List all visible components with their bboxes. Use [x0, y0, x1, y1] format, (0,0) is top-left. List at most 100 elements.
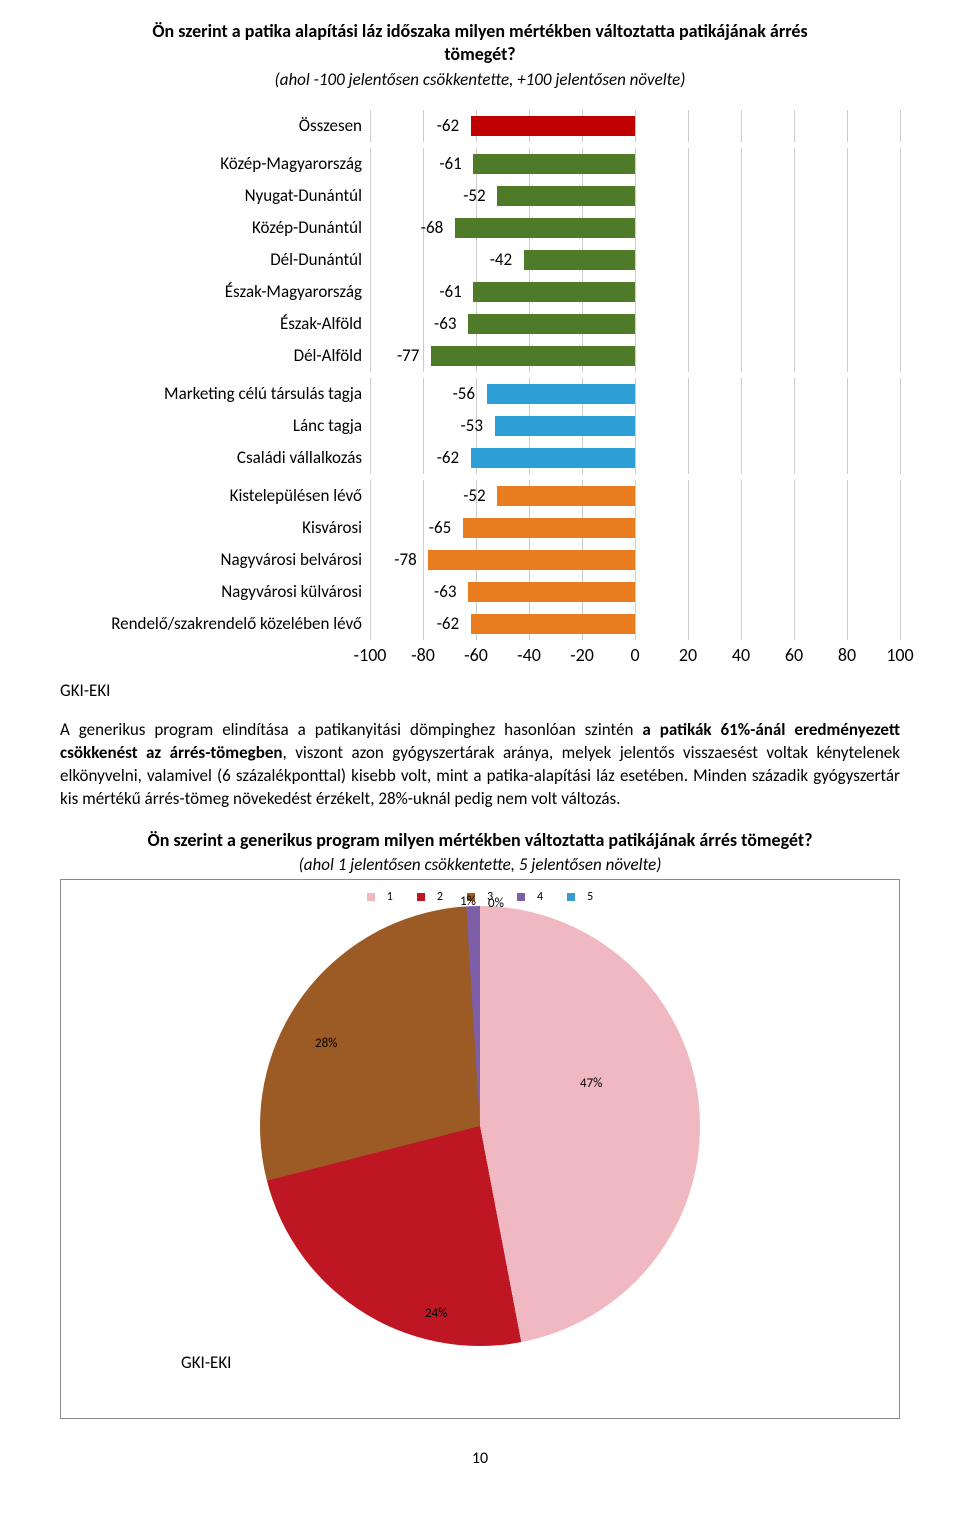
axis-tick: 60	[785, 644, 803, 666]
bar	[471, 448, 635, 468]
pie-slice-label: 24%	[425, 1306, 447, 1321]
bar-label: Nagyvárosi belvárosi	[60, 549, 370, 570]
legend-item: 1	[361, 890, 399, 904]
pie-slice-label: 0%	[488, 896, 504, 911]
source-label-2: GKI-EKI	[181, 1352, 879, 1373]
legend-item: 5	[561, 890, 599, 904]
bar-area: -63	[370, 308, 900, 340]
bar-area: -53	[370, 410, 900, 442]
bar-area: -62	[370, 110, 900, 142]
bar-area: -61	[370, 148, 900, 180]
bar-row: Kistelepülésen lévő -52	[60, 480, 900, 512]
pie-chart-container: 12345 1%0%47%24%28% GKI-EKI	[60, 879, 900, 1419]
bar-value: -53	[461, 415, 483, 436]
bar-value: -52	[463, 185, 485, 206]
bar-label: Közép-Dunántúl	[60, 217, 370, 238]
bar-value: -61	[439, 281, 461, 302]
chart1-subtitle: (ahol -100 jelentősen csökkentette, +100…	[60, 69, 900, 90]
bar-row: Közép-Dunántúl -68	[60, 212, 900, 244]
bar-row: Nagyvárosi külvárosi -63	[60, 576, 900, 608]
bar-value: -68	[421, 217, 443, 238]
legend-label: 4	[537, 890, 543, 904]
bar-value: -78	[394, 549, 416, 570]
bar-area: -77	[370, 340, 900, 372]
bar	[468, 314, 635, 334]
axis-tick: 100	[886, 644, 913, 666]
legend-swatch	[367, 893, 375, 901]
bar-area: -62	[370, 608, 900, 640]
pie-slice-label: 1%	[460, 894, 476, 909]
bar-row: Összesen-62	[60, 110, 900, 142]
bar	[455, 218, 635, 238]
bar-row: Dél-Dunántúl -42	[60, 244, 900, 276]
legend-label: 1	[387, 890, 393, 904]
bar-area: -52	[370, 480, 900, 512]
bar	[471, 116, 635, 136]
bar-label: Rendelő/szakrendelő közelében lévő	[60, 613, 370, 634]
bar-label: Kisvárosi	[60, 517, 370, 538]
bar	[428, 550, 635, 570]
bar-row: Nagyvárosi belvárosi -78	[60, 544, 900, 576]
axis-tick: 80	[838, 644, 856, 666]
legend-swatch	[417, 893, 425, 901]
bar-area: -56	[370, 378, 900, 410]
bar-label: Lánc tagja	[60, 415, 370, 436]
page-number: 10	[60, 1449, 900, 1468]
bar-value: -61	[439, 153, 461, 174]
bar-label: Dél-Dunántúl	[60, 249, 370, 270]
bar-label: Összesen	[60, 115, 370, 136]
bar	[524, 250, 635, 270]
axis-tick: -40	[517, 644, 541, 666]
bar-area: -52	[370, 180, 900, 212]
bar-value: -65	[429, 517, 451, 538]
bar-area: -68	[370, 212, 900, 244]
bar-row: Családi vállalkozás-62	[60, 442, 900, 474]
pie-chart: 1%0%47%24%28%	[260, 906, 700, 1346]
bar-label: Kistelepülésen lévő	[60, 485, 370, 506]
bar-row: Rendelő/szakrendelő közelében lévő -62	[60, 608, 900, 640]
bar-chart: Összesen-62Közép-Magyarország-61Nyugat-D…	[60, 110, 900, 670]
axis-tick: 40	[732, 644, 750, 666]
source-label-1: GKI-EKI	[60, 680, 900, 701]
legend-label: 2	[437, 890, 443, 904]
bar-label: Családi vállalkozás	[60, 447, 370, 468]
pie-slice-label: 47%	[580, 1076, 602, 1091]
bar	[473, 282, 635, 302]
bar	[497, 186, 635, 206]
bar-row: Lánc tagja -53	[60, 410, 900, 442]
legend-label: 5	[587, 890, 593, 904]
bar	[497, 486, 635, 506]
bar-label: Észak-Alföld	[60, 313, 370, 334]
bar-area: -63	[370, 576, 900, 608]
legend-item: 4	[511, 890, 549, 904]
bar	[431, 346, 635, 366]
axis-tick: -20	[570, 644, 594, 666]
bar-row: Észak-Alföld -63	[60, 308, 900, 340]
axis-tick: -60	[464, 644, 488, 666]
bar-value: -42	[490, 249, 512, 270]
bar-area: -78	[370, 544, 900, 576]
bar-label: Marketing célú társulás tagja	[60, 383, 370, 404]
body-paragraph: A generikus program elindítása a patikan…	[60, 719, 900, 811]
x-axis: -100-80-60-40-20020406080100	[60, 644, 900, 670]
bar-label: Nyugat-Dunántúl	[60, 185, 370, 206]
bar-value: -63	[434, 581, 456, 602]
bar-value: -52	[463, 485, 485, 506]
chart1-title: Ön szerint a patika alapítási láz idősza…	[60, 20, 900, 67]
bar-row: Közép-Magyarország-61	[60, 148, 900, 180]
bar-row: Dél-Alföld-77	[60, 340, 900, 372]
axis-tick: -80	[411, 644, 435, 666]
bar-value: -62	[437, 613, 459, 634]
chart2-title: Ön szerint a generikus program milyen mé…	[60, 829, 900, 852]
bar-value: -63	[434, 313, 456, 334]
bar-area: -65	[370, 512, 900, 544]
bar	[468, 582, 635, 602]
bar-area: -62	[370, 442, 900, 474]
bar-value: -56	[453, 383, 475, 404]
bar	[487, 384, 635, 404]
pie-legend: 12345	[81, 890, 879, 904]
bar-row: Marketing célú társulás tagja -56	[60, 378, 900, 410]
legend-swatch	[567, 893, 575, 901]
bar-label: Nagyvárosi külvárosi	[60, 581, 370, 602]
chart2-subtitle: (ahol 1 jelentősen csökkentette, 5 jelen…	[60, 854, 900, 875]
